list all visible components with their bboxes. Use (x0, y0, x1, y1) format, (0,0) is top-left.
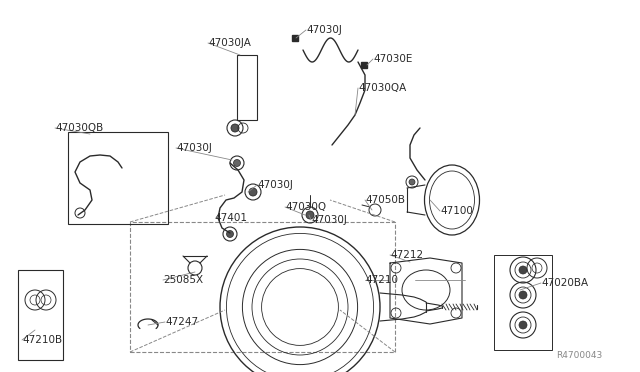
Text: R4700043: R4700043 (556, 350, 602, 359)
Bar (68, 132, 168, 224)
Circle shape (306, 211, 314, 219)
Text: 47050B: 47050B (365, 195, 405, 205)
Text: 47100: 47100 (440, 206, 473, 216)
Circle shape (227, 231, 234, 237)
Text: 47030J: 47030J (311, 215, 347, 225)
Circle shape (519, 266, 527, 274)
Text: 47030J: 47030J (176, 143, 212, 153)
Text: 47030Q: 47030Q (285, 202, 326, 212)
Text: 47030QA: 47030QA (358, 83, 406, 93)
Text: 47030E: 47030E (373, 54, 412, 64)
Circle shape (234, 160, 241, 167)
Text: 25085X: 25085X (163, 275, 203, 285)
Text: 47247: 47247 (165, 317, 198, 327)
Text: 47030J: 47030J (257, 180, 293, 190)
Text: 47020BA: 47020BA (541, 278, 588, 288)
Text: 47212: 47212 (390, 250, 423, 260)
Circle shape (519, 321, 527, 329)
Circle shape (519, 291, 527, 299)
Text: 47210: 47210 (365, 275, 398, 285)
Bar (18, 270, 63, 360)
Bar (130, 222, 395, 352)
Text: 47210B: 47210B (22, 335, 62, 345)
Bar (494, 255, 552, 350)
Circle shape (249, 188, 257, 196)
Circle shape (231, 124, 239, 132)
Text: 47030JA: 47030JA (208, 38, 251, 48)
Text: 47030J: 47030J (306, 25, 342, 35)
Circle shape (409, 179, 415, 185)
Bar (237, 55, 257, 120)
Text: 47401: 47401 (214, 213, 247, 223)
Text: 47030QB: 47030QB (55, 123, 103, 133)
